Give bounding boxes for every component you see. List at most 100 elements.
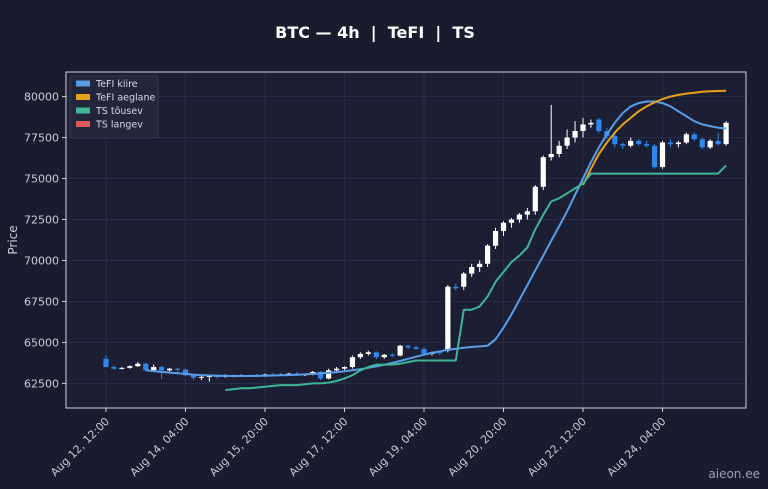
series-line — [225, 164, 727, 391]
candle-body — [198, 376, 204, 378]
candle-body — [333, 368, 340, 371]
candle — [413, 345, 419, 350]
candle-body — [540, 157, 546, 187]
candle — [659, 140, 666, 169]
candle — [326, 368, 332, 380]
candle-body — [190, 375, 197, 378]
legend-label: TS langev — [95, 120, 143, 131]
candle — [532, 185, 538, 215]
candle-body — [167, 368, 173, 371]
candle-body — [469, 267, 475, 274]
candle — [469, 263, 475, 277]
candle-body — [143, 363, 149, 371]
candle-body — [151, 367, 157, 371]
candle-body — [500, 222, 507, 231]
candle-body — [286, 373, 292, 375]
candle-body — [548, 153, 554, 158]
candle-body — [397, 345, 403, 356]
candle-body — [508, 219, 515, 223]
candle — [580, 117, 586, 138]
candle — [588, 119, 594, 128]
y-tick-label: 75000 — [24, 173, 59, 186]
candle-body — [437, 352, 443, 354]
candle — [572, 121, 578, 143]
candle — [405, 344, 411, 349]
candle — [111, 365, 117, 370]
candle-body — [715, 140, 721, 145]
candle — [564, 129, 570, 150]
candle-body — [373, 352, 379, 358]
candle — [628, 137, 634, 148]
legend-swatch — [76, 121, 90, 127]
candle — [699, 137, 705, 150]
candle — [683, 132, 689, 145]
candle — [636, 139, 642, 146]
legend-item: TeFI aeglane — [76, 93, 155, 104]
candle — [620, 142, 626, 150]
candle — [612, 132, 618, 148]
candle-body — [135, 363, 141, 367]
plot-area — [66, 72, 746, 408]
candle-body — [182, 369, 189, 376]
candle-body — [683, 134, 689, 143]
candle — [667, 139, 674, 148]
candle — [389, 353, 395, 358]
candle — [373, 351, 379, 359]
chart-title: BTC — 4h | TeFI | TS — [275, 23, 475, 43]
legend-swatch — [76, 80, 90, 87]
y-tick-label: 77500 — [24, 132, 59, 145]
candle-body — [691, 134, 697, 140]
candle — [492, 227, 499, 250]
y-tick-label: 62500 — [24, 377, 59, 390]
candle — [103, 355, 109, 368]
candle — [500, 221, 507, 236]
candle — [127, 365, 133, 369]
candle-body — [596, 119, 602, 132]
candle — [485, 244, 491, 268]
candle — [119, 367, 125, 370]
candle — [508, 217, 515, 228]
candle-body — [206, 376, 212, 378]
candle-body — [326, 370, 332, 379]
watermark: aieon.ee — [708, 467, 760, 481]
candle-body — [580, 124, 586, 132]
candle — [174, 367, 181, 372]
y-axis: 62500 65000 67500 70000 72500 75000 77500 80000 — [24, 91, 66, 390]
candle-body — [174, 368, 181, 370]
candle — [715, 132, 721, 146]
candle — [198, 376, 204, 381]
candle-body — [516, 214, 522, 220]
candle — [516, 212, 522, 223]
legend-item: TS langev — [76, 120, 143, 131]
candle-body — [667, 142, 674, 145]
candle — [548, 104, 554, 161]
candle-body — [524, 211, 530, 215]
candle-body — [532, 186, 538, 212]
candle-body — [636, 140, 642, 145]
candle — [596, 117, 602, 133]
series-line — [582, 89, 727, 186]
indicator-lines — [145, 89, 727, 391]
candle — [357, 352, 363, 359]
candle-body — [413, 347, 419, 349]
candle-body — [572, 131, 578, 138]
candle-body — [651, 145, 658, 168]
legend-item: TeFI kiire — [76, 79, 138, 90]
candle — [691, 132, 697, 141]
candle — [524, 208, 530, 220]
candle — [143, 362, 149, 372]
candle — [461, 271, 467, 290]
legend-label: TeFI kiire — [95, 79, 138, 90]
candle-body — [644, 144, 650, 146]
y-tick-label: 65000 — [24, 336, 59, 349]
candle — [675, 140, 681, 148]
y-tick-label: 67500 — [24, 295, 59, 308]
candle-body — [357, 353, 363, 358]
candle — [397, 344, 403, 357]
legend-item: TS tõusev — [76, 106, 143, 117]
legend-swatch — [76, 94, 90, 100]
candle-body — [103, 358, 109, 368]
candle-body — [127, 366, 133, 368]
candle — [349, 355, 356, 369]
